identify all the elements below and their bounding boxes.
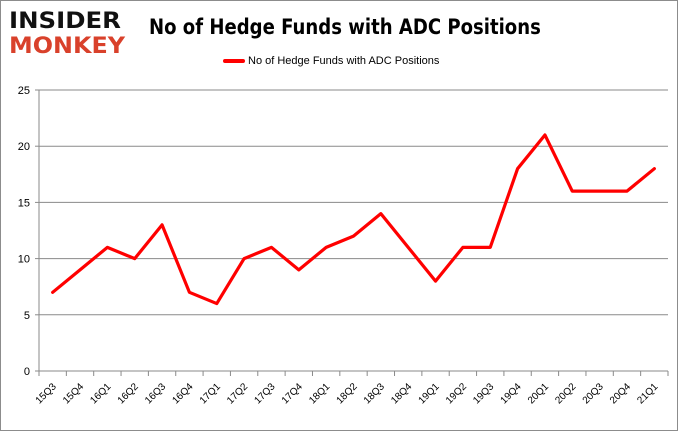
x-tick-label: 16Q1 xyxy=(88,381,113,406)
x-tick-label: 16Q4 xyxy=(170,381,195,406)
x-tick-label: 20Q4 xyxy=(608,381,633,406)
legend-swatch xyxy=(223,59,245,63)
chart-title: No of Hedge Funds with ADC Positions xyxy=(149,15,541,39)
x-tick-label: 18Q4 xyxy=(389,381,414,406)
x-tick-label: 18Q3 xyxy=(362,381,387,406)
x-tick-label: 17Q3 xyxy=(252,381,277,406)
x-tick-label: 19Q3 xyxy=(471,381,496,406)
x-tick-label: 15Q4 xyxy=(61,381,86,406)
x-tick-label: 20Q3 xyxy=(581,381,606,406)
x-tick-label: 18Q2 xyxy=(335,381,360,406)
x-tick-label: 21Q1 xyxy=(635,381,660,406)
x-tick-label: 19Q2 xyxy=(444,381,469,406)
y-tick-label: 0 xyxy=(24,366,30,378)
legend: No of Hedge Funds with ADC Positions xyxy=(223,55,439,67)
x-tick-label: 17Q2 xyxy=(225,381,250,406)
x-tick-label: 17Q4 xyxy=(280,381,305,406)
x-tick-label: 16Q3 xyxy=(143,381,168,406)
y-tick-label: 15 xyxy=(18,197,30,209)
x-tick-label: 17Q1 xyxy=(198,381,223,406)
x-tick-label: 16Q2 xyxy=(116,381,141,406)
x-tick-label: 19Q1 xyxy=(417,381,442,406)
y-tick-label: 5 xyxy=(24,310,30,322)
insider-monkey-logo: INSIDER MONKEY xyxy=(9,9,126,57)
svg-text:MONKEY: MONKEY xyxy=(9,34,126,57)
x-tick-label: 18Q1 xyxy=(307,381,332,406)
svg-text:INSIDER: INSIDER xyxy=(9,9,121,34)
y-tick-label: 25 xyxy=(18,85,30,97)
y-tick-label: 20 xyxy=(18,141,30,153)
y-tick-label: 10 xyxy=(18,254,30,266)
legend-label: No of Hedge Funds with ADC Positions xyxy=(248,55,440,67)
series-line xyxy=(51,133,656,306)
x-tick-label: 19Q4 xyxy=(499,381,524,406)
x-tick-label: 20Q2 xyxy=(553,381,578,406)
x-tick-label: 15Q3 xyxy=(34,381,59,406)
x-tick-label: 20Q1 xyxy=(526,381,551,406)
